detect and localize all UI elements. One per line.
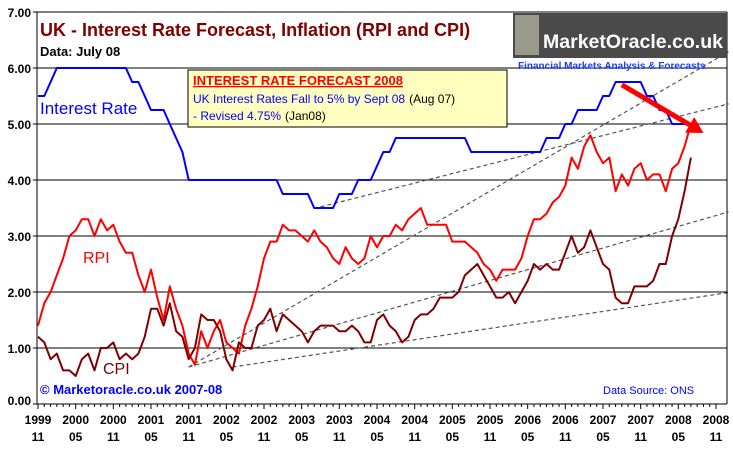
x-tick-label-month: 05: [295, 430, 309, 444]
logo-text: MarketOracle.co.uk: [543, 32, 723, 53]
forecast-arrow-head: [685, 117, 704, 133]
series-cpi: [37, 157, 692, 377]
x-tick-label-year: 2006: [514, 413, 541, 427]
x-tick-label-month: 11: [258, 430, 271, 444]
trendline: [320, 103, 729, 208]
x-tick-labels: 1999 11 2000 05 2000 11 2001 05 2001 11 2002 05 2002…: [25, 413, 730, 444]
x-tick-label-month: 11: [182, 430, 195, 444]
gridlines: [37, 11, 727, 349]
chart-title: UK - Interest Rate Forecast, Inflation (…: [40, 20, 470, 40]
y-tick-label: 0.00: [8, 394, 32, 408]
forecast-box-line2: - Revised 4.75% (Jan08): [193, 109, 326, 123]
forecast-line1-date: (Aug 07): [409, 92, 455, 106]
series-lines: [37, 67, 692, 377]
y-tick-label: 7.00: [8, 6, 32, 20]
forecast-box: INTEREST RATE FORECAST 2008 UK Interest …: [187, 69, 508, 128]
x-tick-label-year: 2000: [100, 413, 127, 427]
x-tick-label-year: 2003: [326, 413, 353, 427]
logo-background: [513, 13, 727, 58]
axes: [33, 11, 728, 409]
logo-statue-icon: [515, 15, 539, 55]
x-tick-label-year: 2002: [213, 413, 240, 427]
x-tick-label-year: 2007: [627, 413, 654, 427]
x-tick-label-year: 1999: [25, 413, 52, 427]
logo-tagline: Financial Markets Analysis & Forecasts: [518, 61, 706, 72]
trendline: [188, 51, 729, 368]
forecast-box-title: INTEREST RATE FORECAST 2008: [193, 73, 403, 88]
logo: MarketOracle.co.uk Financial Markets Ana…: [513, 13, 727, 72]
forecast-line2-text: - Revised 4.75%: [193, 109, 281, 123]
forecast-box-bg: [187, 69, 508, 128]
x-tick-label-year: 2002: [251, 413, 278, 427]
x-tick-label-year: 2007: [590, 413, 617, 427]
x-tick-label-year: 2003: [288, 413, 315, 427]
y-tick-labels: 0.00 1.00 2.00 3.00 4.00 5.00 6.00 7.00: [8, 6, 32, 408]
x-tick-label-month: 11: [559, 430, 572, 444]
forecast-box-line1: UK Interest Rates Fall to 5% by Sept 08 (…: [193, 92, 455, 106]
x-tick-label-month: 11: [634, 430, 647, 444]
x-tick-label-month: 11: [710, 430, 723, 444]
x-tick-label-month: 11: [408, 430, 421, 444]
series-rpi: [37, 123, 692, 366]
y-tick-label: 1.00: [8, 342, 32, 356]
x-tick-label-month: 05: [672, 430, 686, 444]
y-tick-label: 4.00: [8, 174, 32, 188]
legend-cpi: CPI: [103, 361, 130, 378]
chart-subtitle: Data: July 08: [40, 44, 120, 59]
forecast-arrow: [620, 82, 704, 133]
legend-rpi: RPI: [83, 250, 110, 267]
x-tick-label-month: 11: [484, 430, 497, 444]
series-interest-rate: [38, 67, 691, 209]
x-tick-label-year: 2008: [703, 413, 730, 427]
x-tick-label-year: 2000: [62, 413, 89, 427]
x-tick-label-year: 2008: [665, 413, 692, 427]
forecast-arrow-shaft: [620, 82, 691, 127]
forecast-line1-text: UK Interest Rates Fall to 5% by Sept 08: [193, 92, 405, 106]
x-tick-label-month: 05: [596, 430, 610, 444]
x-tick-label-year: 2005: [477, 413, 504, 427]
copyright-text: © Marketoracle.co.uk 2007-08: [40, 382, 222, 397]
x-tick-label-month: 11: [107, 430, 120, 444]
data-source: Data Source: ONS: [603, 385, 694, 397]
x-tick-label-month: 05: [370, 430, 384, 444]
x-tick-label-month: 11: [32, 430, 45, 444]
x-tick-label-month: 05: [521, 430, 535, 444]
y-tick-label: 3.00: [8, 230, 32, 244]
x-tick-label-year: 2001: [138, 413, 165, 427]
x-tick-label-month: 05: [220, 430, 234, 444]
x-tick-label-month: 05: [144, 430, 158, 444]
y-tick-label: 5.00: [8, 118, 32, 132]
legend-interest-rate: Interest Rate: [40, 99, 137, 118]
x-tick-label-month: 05: [446, 430, 460, 444]
y-tick-label: 2.00: [8, 286, 32, 300]
x-tick-label-month: 05: [69, 430, 83, 444]
x-tick-label-year: 2004: [401, 413, 428, 427]
forecast-line2-date: (Jan08): [285, 109, 326, 123]
x-tick-label-year: 2004: [364, 413, 391, 427]
x-tick-label-year: 2006: [552, 413, 579, 427]
x-tick-label-month: 11: [333, 430, 346, 444]
x-tick-label-year: 2005: [439, 413, 466, 427]
x-tick-label-year: 2001: [175, 413, 202, 427]
y-tick-label: 6.00: [8, 62, 32, 76]
